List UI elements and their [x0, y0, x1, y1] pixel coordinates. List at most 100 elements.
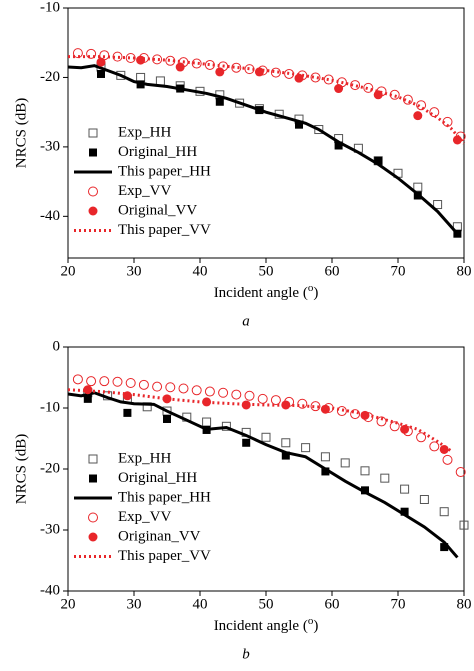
y-tick-label: -20 — [40, 69, 60, 85]
marker — [429, 107, 440, 118]
marker — [297, 398, 308, 409]
marker — [191, 58, 202, 69]
x-axis-label: Incident angle (o) — [214, 282, 319, 302]
marker — [336, 406, 347, 417]
marker — [350, 409, 361, 420]
marker — [440, 543, 449, 552]
marker — [257, 393, 268, 404]
marker — [281, 438, 291, 448]
marker — [136, 72, 146, 82]
marker — [270, 67, 281, 78]
x-tick-label: 30 — [127, 596, 142, 612]
marker — [86, 48, 97, 59]
marker — [363, 82, 374, 93]
marker — [96, 57, 106, 67]
marker — [125, 53, 136, 63]
marker — [86, 376, 97, 387]
marker — [215, 97, 224, 106]
marker — [400, 424, 410, 434]
marker — [452, 135, 462, 145]
marker — [125, 377, 136, 388]
marker — [83, 385, 93, 395]
marker — [270, 395, 281, 406]
legend-label: This paper_HH — [118, 163, 211, 179]
legend-label: Original_HH — [118, 470, 197, 486]
y-tick-label: -10 — [40, 0, 60, 15]
marker — [175, 62, 185, 72]
marker — [350, 80, 361, 91]
marker — [360, 466, 370, 476]
marker — [178, 383, 189, 394]
marker — [152, 381, 163, 392]
marker — [254, 67, 264, 77]
marker — [97, 69, 105, 78]
marker — [389, 421, 400, 432]
marker — [215, 67, 225, 77]
marker — [380, 473, 390, 483]
x-axis-label: Incident angle (o) — [214, 615, 319, 635]
x-tick-label: 20 — [61, 596, 76, 612]
marker — [321, 467, 330, 476]
x-tick-label: 70 — [391, 263, 406, 279]
x-tick-label: 80 — [457, 596, 472, 612]
marker — [416, 432, 427, 443]
legend-label: This paper_HH — [118, 489, 211, 505]
marker — [301, 443, 311, 453]
marker — [400, 484, 410, 494]
marker — [361, 486, 369, 495]
y-tick-label: -20 — [40, 460, 60, 476]
marker — [88, 128, 98, 138]
marker — [88, 206, 98, 216]
marker — [99, 376, 110, 387]
series-line — [67, 388, 452, 452]
marker — [89, 148, 97, 157]
legend-label: Exp_HH — [118, 124, 171, 140]
marker — [295, 120, 303, 129]
caption: a — [242, 313, 250, 329]
marker — [439, 507, 449, 517]
marker — [334, 141, 343, 150]
marker — [281, 400, 291, 410]
marker — [202, 417, 212, 427]
legend-label: Original_HH — [118, 144, 197, 160]
marker — [455, 467, 466, 478]
marker — [281, 451, 290, 460]
marker — [202, 397, 212, 407]
y-tick-label: -40 — [40, 208, 60, 224]
marker — [162, 394, 172, 404]
legend-label: Exp_VV — [118, 509, 171, 525]
marker — [402, 94, 413, 105]
x-axis-label-sup: o — [308, 282, 314, 294]
series-line — [67, 64, 459, 235]
marker — [191, 385, 202, 396]
legend-label: This paper_VV — [118, 548, 211, 564]
x-axis-label-text: Incident angle ( — [214, 285, 308, 301]
x-tick-label: 20 — [61, 263, 76, 279]
series-line — [68, 55, 466, 145]
legend-label: Exp_VV — [118, 183, 171, 199]
legend-label: This paper_VV — [118, 222, 211, 238]
marker — [231, 62, 242, 73]
marker — [400, 507, 409, 516]
caption: b — [242, 646, 250, 662]
x-axis-label-end: ) — [313, 618, 318, 634]
marker — [459, 520, 469, 530]
marker — [165, 382, 176, 393]
marker — [221, 421, 231, 431]
marker — [261, 432, 271, 442]
marker — [152, 54, 163, 65]
marker — [244, 390, 255, 401]
legend-label: Exp_HH — [118, 450, 171, 466]
series-line — [67, 391, 459, 559]
y-tick-label: -30 — [40, 521, 60, 537]
legend-label: Originan_VV — [118, 528, 201, 544]
marker — [242, 438, 251, 447]
marker — [112, 51, 123, 62]
marker — [310, 72, 321, 83]
marker — [320, 452, 330, 462]
marker — [413, 111, 423, 121]
x-tick-label: 80 — [457, 263, 472, 279]
marker — [416, 100, 427, 111]
x-axis-label-text: Incident angle ( — [214, 618, 308, 634]
y-tick-label: -10 — [40, 399, 60, 415]
